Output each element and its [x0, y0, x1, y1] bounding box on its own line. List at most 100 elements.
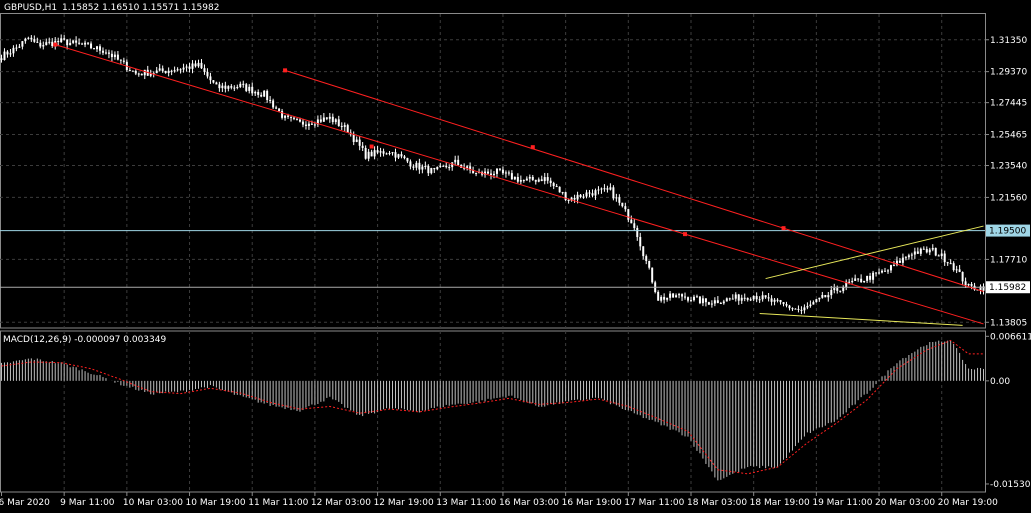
candle-body	[642, 246, 645, 257]
candle-body	[84, 42, 87, 45]
channel-lower-line	[55, 44, 984, 325]
candle-body	[675, 295, 678, 298]
candle-body	[194, 63, 197, 67]
candle-body	[119, 59, 122, 61]
candle-body	[18, 46, 21, 48]
candle-body	[492, 173, 495, 175]
candle-body	[104, 52, 107, 54]
candle-body	[110, 53, 113, 58]
candle-body	[588, 192, 591, 194]
candle-body	[803, 307, 806, 311]
candle-body	[952, 263, 955, 271]
candle-body	[591, 193, 594, 196]
candle-body	[433, 168, 436, 170]
candle-body	[451, 162, 454, 168]
candle-body	[689, 300, 692, 302]
candle-body	[869, 275, 872, 280]
candle-body	[713, 300, 716, 304]
candle-body	[827, 295, 830, 298]
candle-body	[185, 66, 188, 68]
channel-anchor-point	[283, 68, 288, 73]
candle-body	[69, 42, 72, 46]
candle-body	[716, 300, 719, 304]
candle-body	[12, 47, 15, 54]
macd-pane[interactable]	[0, 339, 985, 481]
candle-body	[394, 152, 397, 158]
candle-body	[179, 69, 182, 71]
candle-body	[684, 296, 687, 298]
candle-body	[791, 308, 794, 310]
candle-body	[916, 251, 919, 254]
candle-body	[663, 296, 666, 300]
candle-body	[848, 281, 851, 283]
candle-body	[597, 189, 600, 191]
time-axis: 6 Mar 2020 9 Mar 11:00 10 Mar 03:00 10 Mar …	[0, 492, 998, 508]
candle-body	[152, 73, 155, 75]
candle-body	[75, 40, 78, 43]
candle-body	[98, 46, 101, 51]
candle-body	[445, 165, 448, 168]
wedge-lower-line	[759, 313, 963, 326]
candle-body	[585, 192, 588, 197]
channel-anchor-point	[53, 42, 58, 47]
candle-body	[725, 298, 728, 302]
candle-body	[627, 209, 630, 220]
candle-body	[910, 254, 913, 256]
candle-body	[898, 260, 901, 263]
candle-body	[776, 299, 779, 301]
time-tick-label: 16 Mar 03:00	[499, 498, 559, 508]
candle-body	[122, 60, 125, 62]
candle-body	[979, 286, 982, 291]
candle-body	[346, 125, 349, 133]
candle-body	[833, 288, 836, 290]
time-tick-label: 6 Mar 2020	[0, 498, 50, 508]
candle-body	[328, 116, 331, 119]
time-tick-label: 9 Mar 11:00	[60, 498, 115, 508]
candle-body	[737, 294, 740, 301]
candle-body	[758, 299, 761, 301]
candle-body	[173, 70, 176, 72]
candle-body	[107, 52, 110, 54]
candle-body	[579, 194, 582, 198]
candle-body	[666, 297, 669, 300]
time-tick-label: 18 Mar 03:00	[687, 498, 747, 508]
candle-body	[385, 153, 388, 155]
candle-body	[457, 159, 460, 165]
channel-upper-line	[284, 69, 984, 292]
candle-body	[149, 73, 152, 76]
candle-body	[519, 180, 522, 182]
candle-body	[221, 85, 224, 89]
candle-body	[206, 71, 209, 77]
candle-body	[630, 219, 633, 224]
time-tick-label: 11 Mar 11:00	[248, 498, 308, 508]
candle-body	[537, 179, 540, 182]
price-tick-label: 1.25465	[990, 131, 1027, 141]
candle-body	[415, 162, 418, 168]
candle-body	[469, 166, 472, 171]
price-axis: 1.31350 1.29370 1.27445 1.25465 1.23540 1.215…	[985, 36, 1031, 490]
candle-body	[821, 294, 824, 298]
candle-body	[937, 255, 940, 257]
channel-anchor-point	[781, 226, 786, 231]
candle-body	[316, 119, 319, 125]
candle-body	[319, 119, 322, 122]
candle-body	[672, 293, 675, 298]
candle-body	[245, 84, 248, 91]
price-pane[interactable]	[0, 34, 985, 326]
candle-body	[293, 117, 296, 119]
time-tick-label: 19 Mar 11:00	[812, 498, 872, 508]
level-price-label: 1.19500	[989, 227, 1026, 237]
candle-body	[310, 123, 313, 125]
candle-body	[752, 295, 755, 300]
candle-body	[779, 300, 782, 303]
candle-body	[313, 124, 316, 126]
candle-body	[203, 68, 206, 72]
candle-body	[164, 70, 167, 74]
candle-body	[287, 115, 290, 117]
candle-body	[949, 263, 952, 265]
candle-body	[498, 168, 501, 170]
candle-body	[254, 91, 257, 94]
candle-body	[290, 116, 293, 118]
candle-body	[343, 125, 346, 127]
